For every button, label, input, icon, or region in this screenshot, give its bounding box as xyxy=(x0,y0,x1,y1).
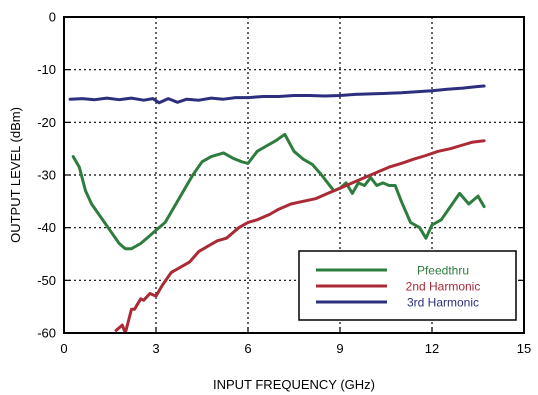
y-tick-label: 0 xyxy=(49,10,56,25)
series-layer xyxy=(68,84,486,333)
legend: Pfeedthru 2nd Harmonic 3rd Harmonic xyxy=(298,250,517,321)
x-tick-label: 0 xyxy=(60,341,67,356)
y-tick-label: -30 xyxy=(37,168,56,183)
y-tick-label: -20 xyxy=(37,115,56,130)
x-tick-label: 6 xyxy=(244,341,251,356)
x-tick-label: 12 xyxy=(425,341,439,356)
y-tick-label: -10 xyxy=(37,62,56,77)
y-tick-label: -50 xyxy=(37,273,56,288)
x-tick-label: 3 xyxy=(152,341,159,356)
series-line-2nd-harmonic xyxy=(114,139,486,333)
legend-label-3rd-harmonic: 3rd Harmonic xyxy=(407,296,479,310)
grid-lines xyxy=(64,17,524,333)
legend-label-2nd-harmonic: 2nd Harmonic xyxy=(406,280,481,294)
series-line-3rd-harmonic xyxy=(68,84,486,105)
x-axis-title: INPUT FREQUENCY (GHz) xyxy=(213,377,375,392)
legend-items: Pfeedthru 2nd Harmonic 3rd Harmonic xyxy=(316,264,480,310)
x-tick-label: 9 xyxy=(336,341,343,356)
legend-label-pfeedthru: Pfeedthru xyxy=(417,264,469,278)
tick-labels: 0 3 6 9 12 15 0 -10 -20 -30 -40 -50 -60 xyxy=(37,10,531,357)
y-axis-title: OUTPUT LEVEL (dBm) xyxy=(8,107,23,243)
y-tick-label: -60 xyxy=(37,326,56,341)
series-line-pfeedthru xyxy=(71,132,486,251)
y-tick-label: -40 xyxy=(37,220,56,235)
x-tick-label: 15 xyxy=(517,341,531,356)
